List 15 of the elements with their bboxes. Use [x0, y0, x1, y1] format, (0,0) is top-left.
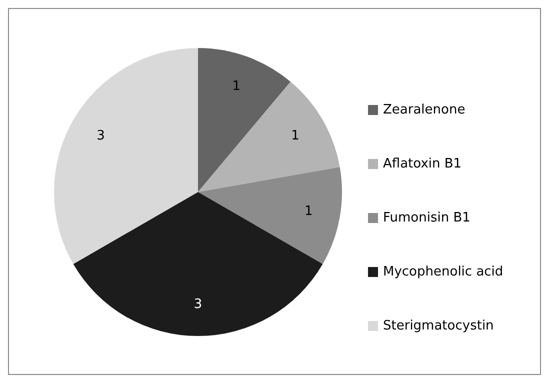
- pie-slice: [198, 48, 291, 192]
- data-label: 3: [96, 128, 105, 144]
- pie-slice: [54, 48, 198, 264]
- pie-slice: [198, 82, 340, 192]
- legend-label: Sterigmatocystin: [383, 318, 494, 334]
- legend-label: Fumonisin B1: [383, 210, 470, 226]
- legend-label: Aflatoxin B1: [383, 156, 462, 172]
- pie-slice: [73, 192, 323, 336]
- data-label: 1: [291, 128, 300, 144]
- data-label: 1: [304, 204, 313, 220]
- legend-label: Mycophenolic acid: [383, 264, 504, 280]
- data-label: 1: [232, 78, 241, 94]
- pie-slice: [198, 166, 342, 264]
- data-label: 3: [194, 296, 202, 312]
- legend-label: Zearalenone: [383, 102, 466, 118]
